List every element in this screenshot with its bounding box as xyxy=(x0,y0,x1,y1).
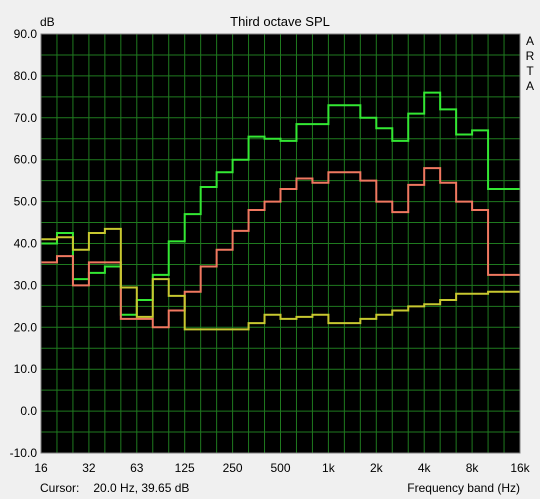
series-line-2 xyxy=(41,167,520,329)
y-tick-label: 40.0 xyxy=(14,237,38,251)
x-tick-label: 125 xyxy=(175,461,195,475)
x-tick-label: 2k xyxy=(370,461,384,475)
x-axis-label: Frequency band (Hz) xyxy=(407,481,520,495)
y-tick-label: 50.0 xyxy=(14,195,38,209)
y-tick-label: 90.0 xyxy=(14,27,38,41)
y-tick-label: 80.0 xyxy=(14,69,38,83)
y-tick-label: -10.0 xyxy=(10,446,38,460)
watermark-letter: T xyxy=(526,64,534,78)
y-tick-label: 70.0 xyxy=(14,111,38,125)
y-tick-label: 20.0 xyxy=(14,320,38,334)
x-tick-label: 16k xyxy=(510,461,530,475)
series-group xyxy=(41,91,520,331)
y-axis-label: dB xyxy=(40,15,55,29)
watermark-letter: A xyxy=(526,34,534,48)
cursor-label: Cursor: xyxy=(40,481,80,495)
x-tick-label: 16 xyxy=(34,461,48,475)
x-tick-label: 63 xyxy=(130,461,144,475)
watermark-letter: A xyxy=(526,79,534,93)
chart-title: Third octave SPL xyxy=(230,14,330,29)
grid-lines xyxy=(41,34,520,453)
y-tick-label: 60.0 xyxy=(14,153,38,167)
x-tick-label: 4k xyxy=(418,461,432,475)
x-tick-label: 32 xyxy=(82,461,96,475)
x-tick-label: 1k xyxy=(322,461,336,475)
series-line-3 xyxy=(41,227,520,331)
y-tick-labels: 90.0 80.0 70.0 60.0 50.0 40.0 30.0 20.0 10.0 0.0 -… xyxy=(10,27,38,460)
x-tick-label: 8k xyxy=(466,461,480,475)
x-tick-label: 250 xyxy=(223,461,243,475)
cursor-value: 20.0 Hz, 39.65 dB xyxy=(93,481,190,495)
y-tick-label: 10.0 xyxy=(14,362,38,376)
watermark-letter: R xyxy=(526,49,535,63)
y-tick-label: 30.0 xyxy=(14,278,38,292)
y-tick-label: 0.0 xyxy=(20,404,37,418)
plot-border xyxy=(40,33,521,454)
cursor-readout: Cursor: 20.0 Hz, 39.65 dB xyxy=(40,481,189,495)
x-tick-label: 500 xyxy=(270,461,290,475)
x-tick-labels: 16 32 63 125 250 500 1k 2k 4k 8k 16k xyxy=(34,461,530,475)
